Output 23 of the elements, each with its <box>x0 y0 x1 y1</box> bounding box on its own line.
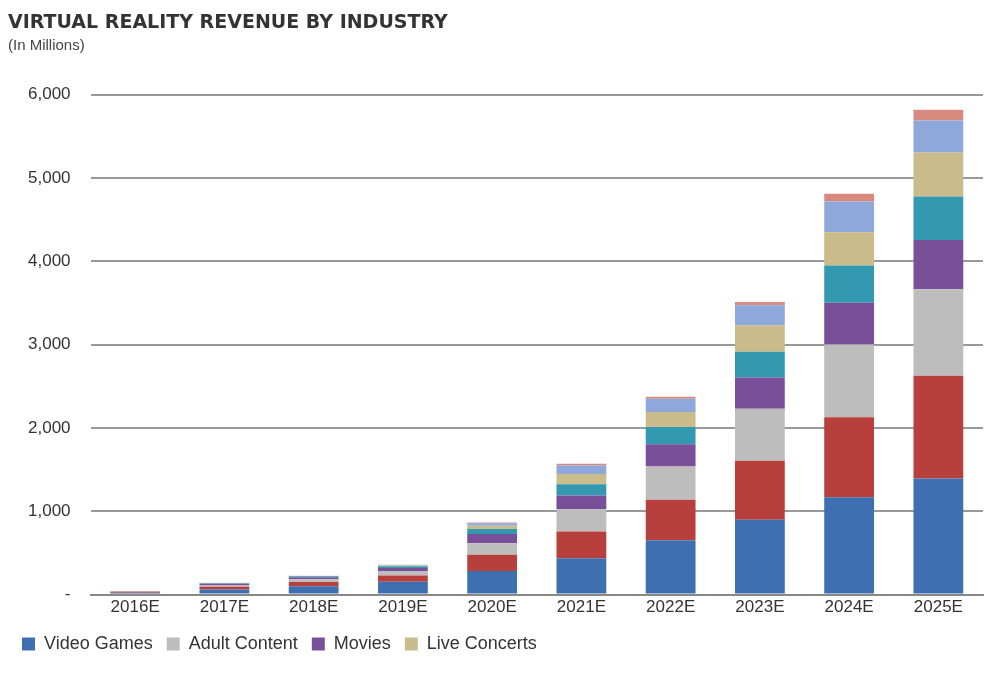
legend-label: Video Games <box>44 632 153 653</box>
y-tick-label: 1,000 <box>27 500 71 520</box>
y-tick-label: 5,000 <box>27 167 71 187</box>
legend-label: Live Concerts <box>426 632 537 653</box>
y-tick-label: 4,000 <box>27 251 71 271</box>
x-tick-label: 2024E <box>824 597 874 617</box>
y-tick-label: - <box>64 584 71 604</box>
x-tick-label: 2023E <box>735 597 785 617</box>
y-tick-label: 2,000 <box>27 417 71 437</box>
chart-title: VIRTUAL REALITY REVENUE BY INDUSTRY <box>8 10 449 33</box>
y-tick-label: 6,000 <box>27 84 71 104</box>
x-tick-label: 2018E <box>289 597 339 617</box>
x-tick-label: 2022E <box>646 597 696 617</box>
chart-subtitle: (In Millions) <box>8 35 85 53</box>
x-tick-label: 2016E <box>110 597 160 617</box>
legend-label: Adult Content <box>188 632 298 653</box>
y-tick-label: 3,000 <box>27 334 71 354</box>
x-tick-label: 2021E <box>556 597 606 617</box>
legend-label: Movies <box>333 632 391 653</box>
x-tick-label: 2019E <box>378 597 428 617</box>
x-tick-label: 2020E <box>467 597 517 617</box>
x-tick-label: 2017E <box>199 597 249 617</box>
x-tick-label: 2025E <box>913 597 963 617</box>
